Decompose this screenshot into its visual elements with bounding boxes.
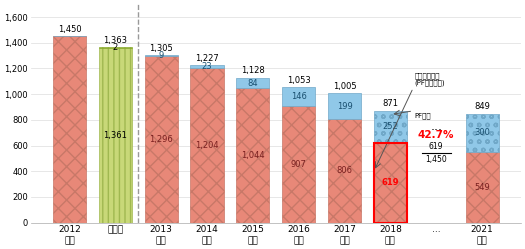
Bar: [236, 78, 269, 88]
Bar: [99, 48, 132, 223]
Text: 1,227: 1,227: [195, 54, 219, 63]
Text: 84: 84: [247, 79, 258, 88]
Bar: [282, 106, 315, 223]
Bar: [328, 93, 361, 119]
Bar: [282, 87, 315, 106]
Text: 1,296: 1,296: [149, 135, 173, 144]
Text: 619: 619: [429, 142, 444, 151]
Bar: [466, 152, 499, 223]
Bar: [53, 36, 86, 223]
Text: 146: 146: [291, 92, 307, 101]
Text: 1,363: 1,363: [103, 36, 128, 45]
Text: 情報システム
(PF移行以外): 情報システム (PF移行以外): [414, 72, 445, 86]
Bar: [466, 114, 499, 152]
Text: 849: 849: [474, 102, 490, 111]
Text: 1,361: 1,361: [103, 131, 127, 140]
Text: 871: 871: [382, 99, 398, 108]
Text: 300: 300: [474, 128, 490, 137]
Bar: [145, 55, 177, 56]
Text: PF移行: PF移行: [414, 113, 431, 119]
Text: 42.7%: 42.7%: [418, 130, 455, 140]
Bar: [191, 68, 224, 223]
Text: 23: 23: [202, 62, 212, 71]
Text: 1,450: 1,450: [425, 155, 447, 164]
Bar: [374, 143, 407, 223]
Bar: [374, 111, 407, 143]
Text: 907: 907: [291, 160, 307, 169]
Text: 1,005: 1,005: [333, 82, 356, 91]
Text: 199: 199: [337, 102, 352, 111]
Text: 549: 549: [474, 183, 490, 192]
Text: 1,053: 1,053: [287, 76, 311, 85]
Text: ...: ...: [430, 120, 442, 133]
Bar: [145, 56, 177, 223]
Bar: [374, 143, 407, 223]
Bar: [191, 65, 224, 68]
Text: 1,128: 1,128: [241, 66, 265, 75]
Text: 1,450: 1,450: [58, 25, 81, 34]
Text: 252: 252: [383, 123, 398, 131]
Text: 1,204: 1,204: [195, 141, 219, 150]
Text: 1,305: 1,305: [149, 44, 173, 53]
Text: 1,044: 1,044: [241, 151, 265, 160]
Text: 619: 619: [382, 178, 399, 187]
Bar: [236, 88, 269, 223]
Bar: [328, 119, 361, 223]
Text: 2: 2: [113, 43, 118, 52]
Text: 806: 806: [337, 166, 352, 175]
Text: 9: 9: [159, 51, 164, 60]
